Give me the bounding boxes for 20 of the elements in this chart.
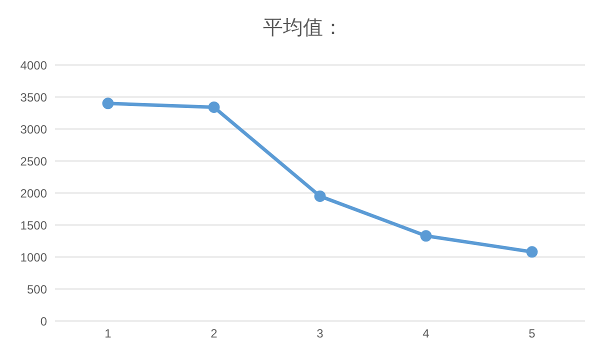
y-tick-label: 2000 — [20, 186, 48, 200]
x-tick-label: 1 — [104, 326, 112, 341]
point — [208, 101, 220, 113]
point — [314, 190, 326, 202]
y-tick-label: 1500 — [20, 218, 48, 232]
y-tick-label: 3500 — [20, 90, 48, 104]
point — [102, 98, 114, 110]
x-tick-label: 4 — [422, 326, 430, 341]
y-tick-label: 0 — [40, 314, 48, 328]
y-tick-label: 1000 — [20, 250, 48, 264]
x-tick-label: 5 — [528, 326, 536, 341]
y-tick-label: 2500 — [20, 154, 48, 168]
point — [526, 246, 538, 258]
chart-title: 平均值： — [262, 14, 344, 41]
x-tick-label: 2 — [210, 326, 218, 341]
y-tick-label: 4000 — [20, 58, 48, 72]
x-tick-label: 3 — [316, 326, 324, 341]
y-tick-label: 3000 — [20, 122, 48, 136]
point — [420, 230, 432, 242]
y-tick-label: 500 — [26, 282, 48, 296]
